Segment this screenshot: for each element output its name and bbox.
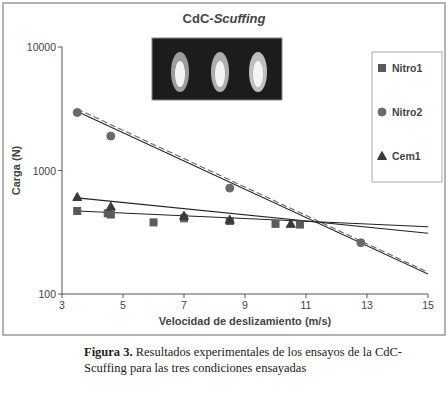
y-axis-label: Carga (N) — [10, 145, 22, 195]
x-tick — [62, 294, 63, 298]
point — [107, 132, 115, 140]
point — [107, 211, 114, 218]
point — [357, 239, 365, 247]
legend-label: Nitro1 — [392, 62, 422, 74]
y-tick-label: 1000 — [33, 165, 57, 177]
x-tick — [245, 294, 246, 298]
point — [74, 207, 81, 214]
trend-line — [77, 198, 428, 233]
y-tick — [58, 294, 62, 295]
point — [272, 220, 279, 227]
inset-background — [152, 38, 282, 100]
inset-mark — [249, 52, 267, 92]
title: CdC-Scuffing — [183, 11, 266, 26]
point — [73, 108, 81, 116]
x-tick-label: 5 — [120, 299, 126, 311]
x-tick — [367, 294, 368, 298]
x-tick-label: 3 — [59, 299, 65, 311]
x-tick-label: 11 — [301, 299, 312, 311]
point — [225, 215, 234, 223]
inset-mark-core — [215, 61, 225, 87]
x-tick — [428, 294, 429, 298]
inset-mark-core — [253, 61, 263, 87]
y-tick — [58, 170, 62, 171]
legend-label: Nitro2 — [392, 106, 422, 118]
x-tick-label: 9 — [242, 299, 248, 311]
legend-box — [372, 52, 442, 182]
inset-mark — [211, 52, 229, 92]
trend-line — [77, 211, 428, 227]
y-tick-label: 10000 — [27, 41, 56, 53]
inset-mark — [171, 52, 189, 92]
point — [180, 211, 189, 219]
y-tick — [58, 47, 62, 48]
y-tick-label: 100 — [38, 288, 56, 300]
point — [73, 193, 82, 201]
caption-label: Figura 3. — [84, 345, 133, 359]
x-axis-label: Velocidad de deslizamiento (m/s) — [159, 315, 332, 327]
x-tick-label: 13 — [361, 299, 373, 311]
legend-marker — [379, 65, 386, 72]
point — [286, 219, 295, 227]
legend-marker — [378, 152, 387, 160]
x-tick — [184, 294, 185, 298]
inset-photo — [152, 38, 282, 100]
legend-label: Cem1 — [392, 150, 421, 162]
x-tick-label: 15 — [422, 299, 434, 311]
caption: Figura 3. Resultados experimentales de l… — [84, 344, 414, 376]
legend-marker — [378, 108, 386, 116]
point — [106, 202, 115, 210]
point — [150, 219, 157, 226]
point — [226, 184, 234, 192]
legend: Nitro1 Nitro2 Cem1 — [372, 52, 442, 182]
inset-mark-core — [175, 61, 185, 87]
x-tick — [306, 294, 307, 298]
figure: CdC-Scuffing 100 1000 10000 3 5 7 9 11 13 15 Veloci… — [0, 0, 448, 393]
chart: CdC-Scuffing 100 1000 10000 3 5 7 9 11 13 15 Veloci… — [0, 0, 448, 340]
x-tick-label: 7 — [181, 299, 187, 311]
x-tick — [123, 294, 124, 298]
point — [296, 221, 303, 228]
chart-frame — [3, 3, 445, 335]
